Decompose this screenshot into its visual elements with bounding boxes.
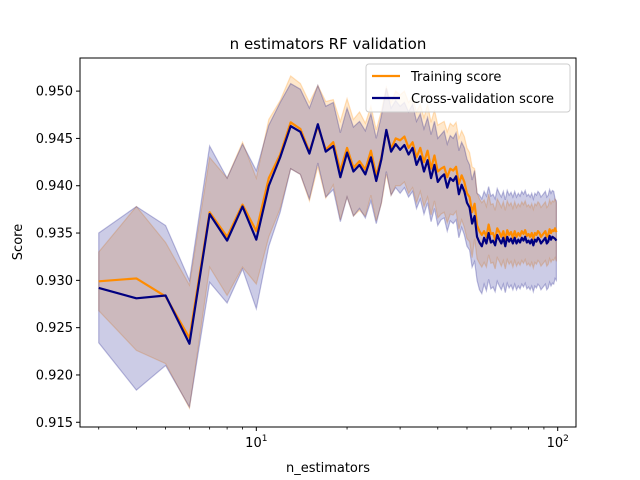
series-lines [98,121,558,345]
x-axis: 101 102 [98,427,569,451]
plot-frame [79,57,577,428]
y-tick-label: 0.940 [36,179,73,194]
x-axis-label: n_estimators [286,461,370,476]
y-tick-label: 0.915 [36,416,73,431]
y-tick-label: 0.925 [36,321,73,336]
legend-label-training: Training score [410,70,501,85]
y-tick-label: 0.930 [36,274,73,289]
y-tick-label: 0.945 [36,132,73,147]
legend: Training score Cross-validation score [365,63,571,113]
line-cross-validation [98,123,558,345]
legend-box [365,63,571,113]
x-tick-label: 101 [245,434,267,451]
line-training [98,121,558,340]
y-tick-label: 0.950 [36,85,73,100]
y-axis-label: Score [11,224,26,260]
y-tick-label: 0.920 [36,368,73,383]
legend-label-cv: Cross-validation score [411,92,554,107]
x-tick-label: 102 [547,434,569,451]
chart-title: n estimators RF validation [230,35,427,53]
y-tick-label: 0.935 [36,227,73,242]
band-cross-validation [98,82,557,409]
y-axis: 0.915 0.920 0.925 0.930 0.935 0.940 0.945 0.950 [36,85,80,431]
